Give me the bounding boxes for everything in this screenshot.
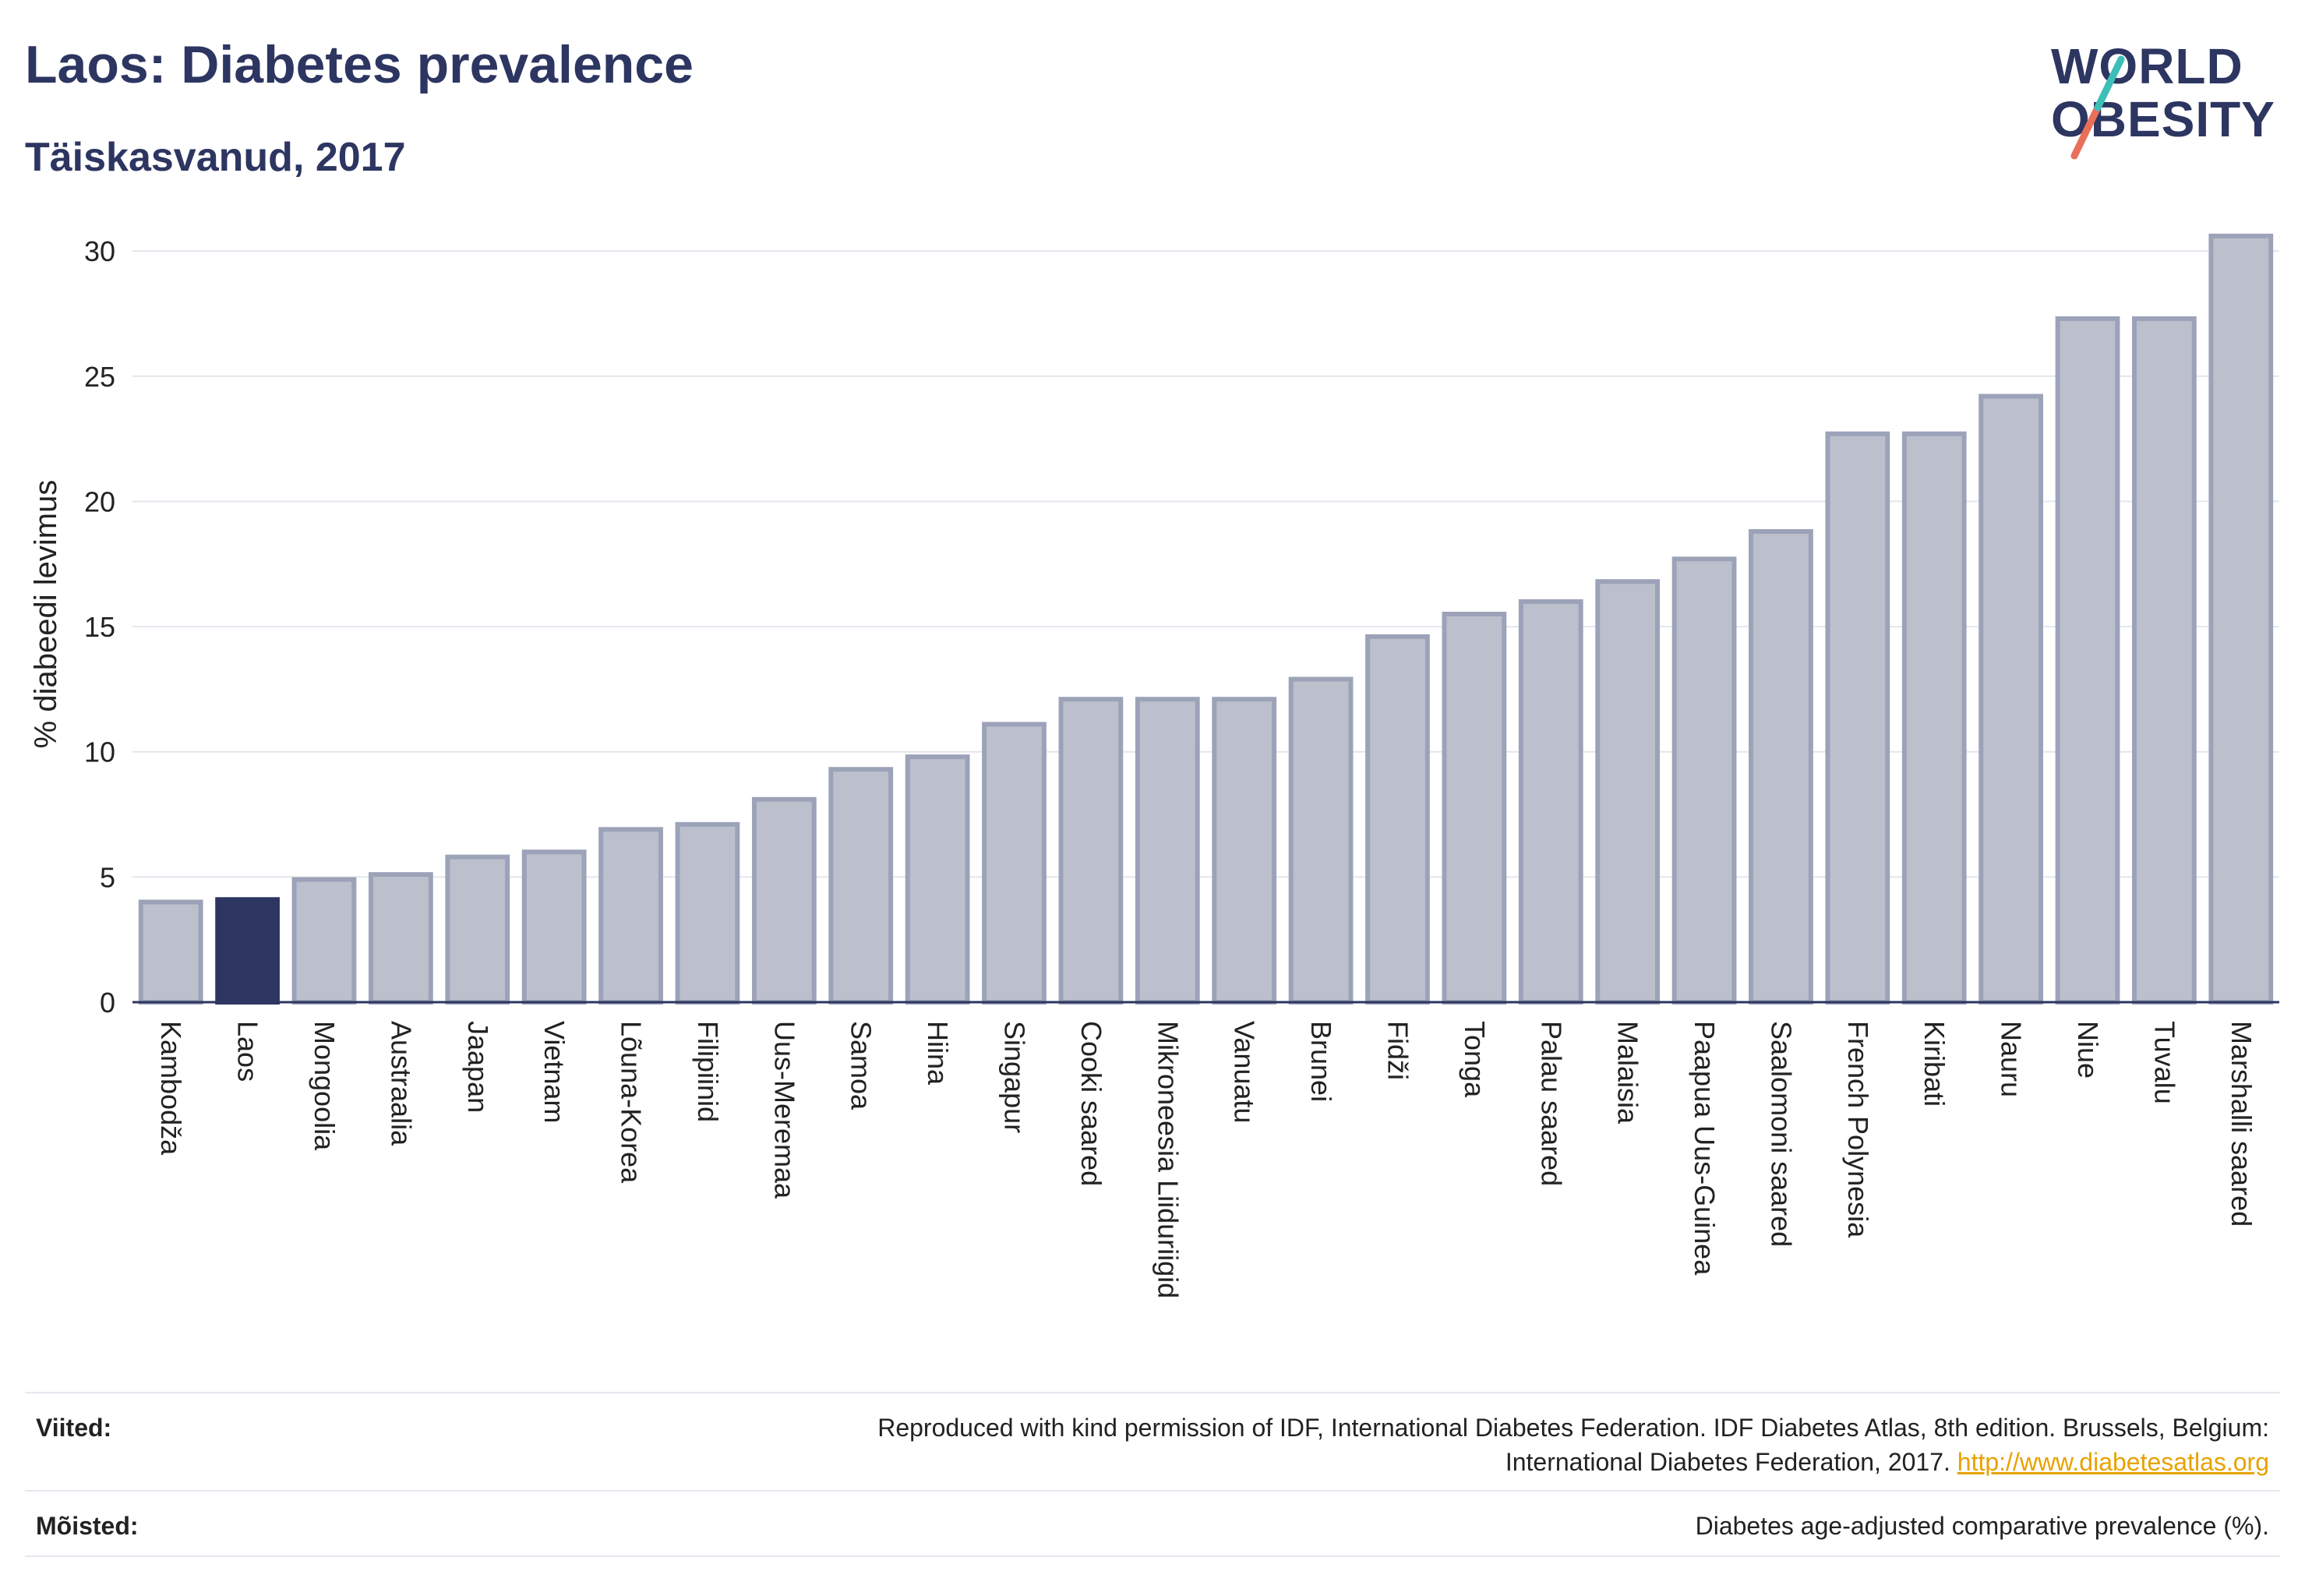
x-tick-label: Marshalli saared — [2226, 1021, 2257, 1227]
bar-jaapan[interactable] — [445, 854, 510, 1005]
footer-divider-top — [25, 1392, 2280, 1393]
x-tick-label: Cooki saared — [1075, 1021, 1107, 1186]
bar-laos[interactable] — [215, 897, 280, 1005]
x-tick-label: Mongoolia — [309, 1021, 341, 1151]
bar-l-una-korea[interactable] — [598, 827, 663, 1005]
x-tick-label: Singapur — [999, 1021, 1031, 1133]
bar-mongoolia[interactable] — [291, 877, 357, 1005]
bar-austraalia[interactable] — [369, 872, 433, 1005]
x-tick-label: Lõuna-Korea — [616, 1021, 648, 1184]
y-tick-label: 20 — [84, 486, 115, 517]
bar-brunei[interactable] — [1288, 676, 1354, 1005]
bar-tonga[interactable] — [1442, 612, 1507, 1005]
bar-paapua-uus-guinea[interactable] — [1671, 556, 1737, 1005]
logo-line-world: WORLD — [2051, 38, 2243, 94]
bar-palau-saared[interactable] — [1518, 598, 1583, 1005]
x-tick-label: Saalomoni saared — [1765, 1021, 1797, 1247]
x-tick-label: Tuvalu — [2148, 1021, 2180, 1104]
x-tick-label: Fidži — [1382, 1021, 1414, 1080]
diabetes-atlas-link[interactable]: http://www.diabetesatlas.org — [1957, 1448, 2269, 1476]
x-tick-label: Kambodža — [155, 1021, 187, 1156]
x-tick-label: Tonga — [1459, 1021, 1491, 1098]
refs-text-line2: International Diabetes Federation, 2017. — [1505, 1448, 1950, 1476]
x-tick-label: Vietnam — [538, 1021, 570, 1123]
bar-fid-i[interactable] — [1365, 634, 1430, 1005]
bar-vanuatu[interactable] — [1212, 697, 1277, 1005]
bar-kambod-a[interactable] — [138, 899, 203, 1005]
x-tick-label: Brunei — [1305, 1021, 1337, 1102]
page-subtitle: Täiskasvanud, 2017 — [25, 135, 406, 180]
page-title: Laos: Diabetes prevalence — [25, 35, 694, 94]
bar-cooki-saared[interactable] — [1058, 697, 1124, 1005]
x-tick-label: Uus-Meremaa — [768, 1021, 800, 1199]
bar-french-polynesia[interactable] — [1825, 431, 1890, 1005]
refs-text: Reproduced with kind permission of IDF, … — [877, 1411, 2269, 1479]
y-tick-label: 30 — [84, 235, 115, 267]
bar-samoa[interactable] — [828, 767, 894, 1005]
bar-niue[interactable] — [2055, 316, 2120, 1005]
x-tick-label: Filipiinid — [692, 1021, 724, 1122]
defs-label: Mõisted: — [36, 1512, 139, 1540]
x-tick-label: Austraalia — [385, 1021, 417, 1146]
y-tick-label: 10 — [84, 736, 115, 768]
bar-vietnam[interactable] — [521, 849, 587, 1005]
bar-kiribati[interactable] — [1901, 431, 1967, 1005]
bar-nauru[interactable] — [1978, 394, 2043, 1005]
world-obesity-logo[interactable]: WORLD OBESITY — [2026, 31, 2283, 171]
bar-chart: 0 5 10 15 20 25 30 % diabeedi levimus Kambodža La… — [29, 233, 2279, 1298]
footer-divider-mid — [25, 1490, 2280, 1492]
x-tick-label: Vanuatu — [1229, 1021, 1261, 1123]
bar-mikroneesia-liiduriigid[interactable] — [1135, 697, 1200, 1005]
refs-text-line1: Reproduced with kind permission of IDF, … — [877, 1414, 2269, 1442]
y-tick-label: 15 — [84, 611, 115, 643]
bar-uus-meremaa[interactable] — [751, 796, 817, 1005]
bar-malaisia[interactable] — [1595, 579, 1661, 1005]
refs-label: Viited: — [36, 1414, 112, 1442]
x-tick-label: Laos — [232, 1021, 264, 1082]
y-axis-label: % diabeedi levimus — [29, 480, 63, 749]
logo-slash-icon — [2070, 55, 2125, 160]
defs-text: Diabetes age-adjusted comparative preval… — [1695, 1512, 2269, 1540]
y-tick-label: 25 — [84, 361, 115, 393]
x-tick-label: Kiribati — [1918, 1021, 1950, 1107]
footer-divider-bottom — [25, 1555, 2280, 1557]
x-tick-label: Mikroneesia Liiduriigid — [1152, 1021, 1184, 1298]
x-tick-label: Hiina — [922, 1021, 954, 1086]
bar-marshalli-saared[interactable] — [2208, 233, 2274, 1005]
x-tick-label: Samoa — [845, 1021, 877, 1110]
x-tick-label: Nauru — [1996, 1021, 2028, 1097]
x-tick-label: Paapua Uus-Guinea — [1689, 1021, 1721, 1276]
x-tick-label: French Polynesia — [1842, 1021, 1874, 1238]
x-tick-label: Malaisia — [1612, 1021, 1644, 1125]
x-tick-label: Jaapan — [462, 1021, 494, 1113]
x-tick-label: Palau saared — [1535, 1021, 1567, 1186]
y-tick-label: 0 — [100, 987, 115, 1019]
bar-tuvalu[interactable] — [2132, 316, 2197, 1005]
x-tick-label: Niue — [2072, 1021, 2104, 1079]
bar-singapur[interactable] — [982, 722, 1047, 1005]
y-tick-label: 5 — [100, 861, 115, 893]
bar-hiina[interactable] — [905, 754, 970, 1005]
bar-saalomoni-saared[interactable] — [1749, 528, 1813, 1005]
bar-filipiinid[interactable] — [675, 821, 740, 1005]
